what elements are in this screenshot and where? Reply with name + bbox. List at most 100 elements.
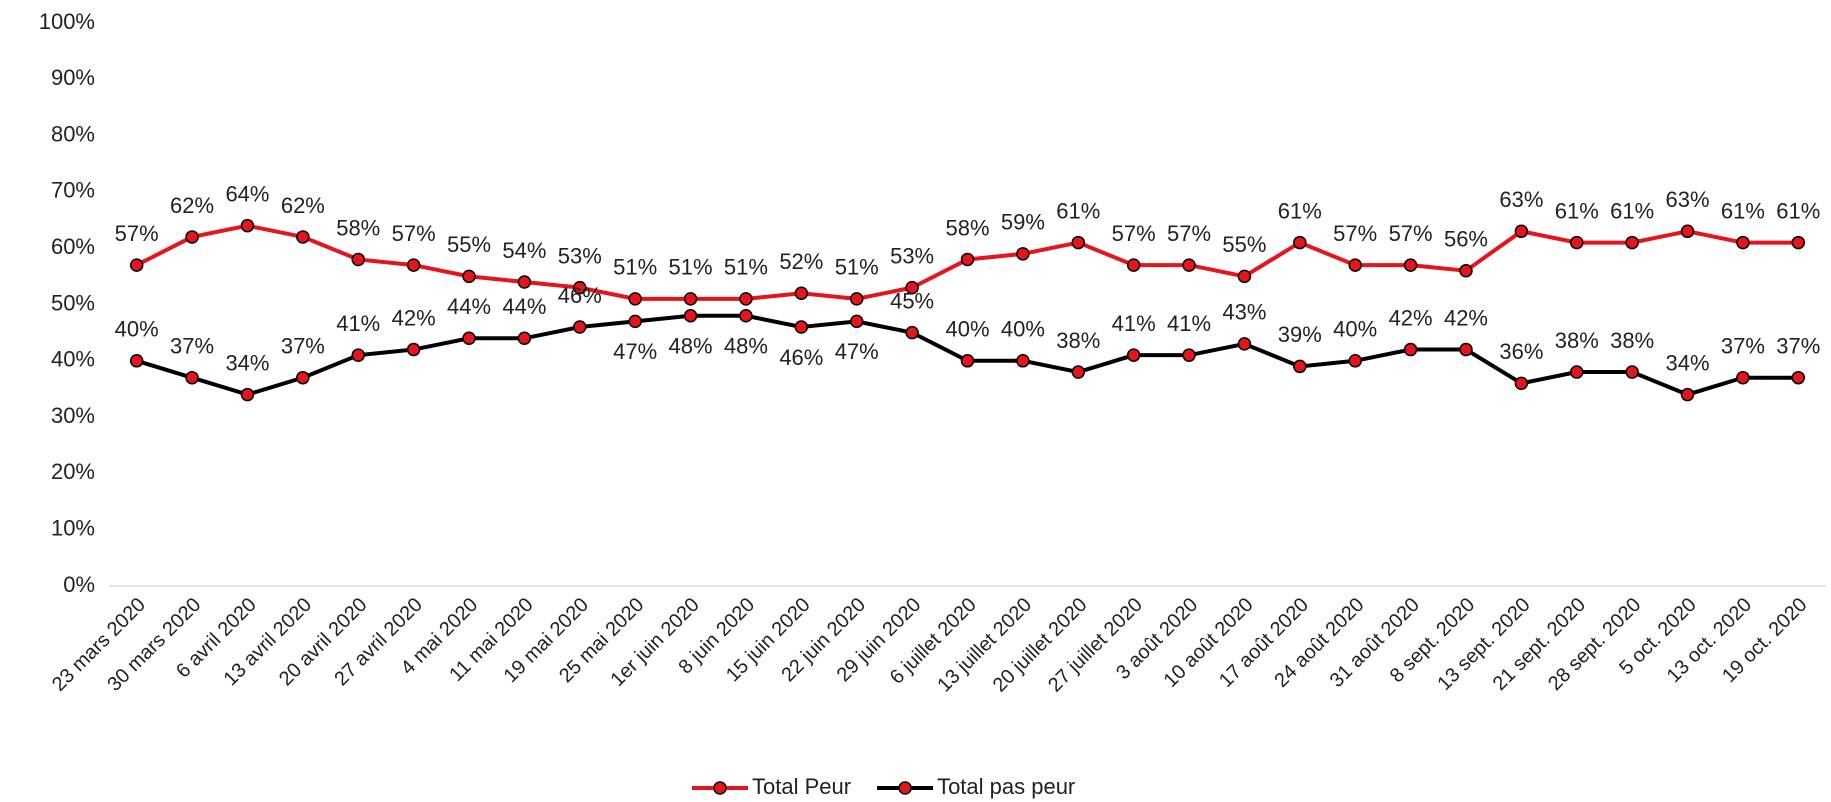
y-tick-label: 70% [51,178,95,203]
point [351,348,365,362]
y-tick-label: 80% [51,121,95,146]
point [517,275,532,289]
data-label: 56% [1444,227,1488,252]
point [1791,370,1806,385]
data-label: 41% [1167,311,1211,336]
point [1348,354,1362,368]
data-label: 59% [1001,210,1045,235]
point [849,314,864,329]
point [1126,348,1141,362]
point [739,309,753,323]
point [960,252,975,267]
point [185,230,199,244]
data-label: 37% [1721,334,1765,359]
point [1680,387,1695,402]
point [1348,258,1362,272]
data-label: 44% [502,294,546,319]
data-label: 57% [115,221,159,246]
y-tick-label: 90% [51,65,95,90]
legend-label: Total Peur [752,774,851,799]
point [1237,269,1252,284]
point [1736,235,1750,250]
point [240,387,255,402]
y-tick-label: 60% [51,234,95,259]
data-label: 57% [1112,221,1156,246]
y-tick-label: 20% [51,459,95,484]
point [517,331,532,346]
data-label: 34% [225,350,269,375]
data-label: 57% [1333,221,1377,246]
point [628,314,642,329]
point [406,342,421,357]
point [1403,258,1418,272]
point [1736,370,1750,385]
point [849,292,864,306]
point [573,320,587,334]
data-label: 45% [890,288,934,313]
data-label: 38% [1056,328,1100,353]
point [683,309,698,323]
point [794,286,809,300]
point [462,269,476,284]
data-label: 48% [724,334,768,359]
data-label: 61% [1278,198,1322,223]
data-label: 41% [1112,311,1156,336]
point [960,354,975,368]
point [573,280,587,295]
data-label: 40% [1333,317,1377,342]
data-label: 52% [779,249,823,274]
data-label: 61% [1056,198,1100,223]
point [1182,258,1196,272]
point [185,370,199,385]
point [1625,365,1639,379]
data-label: 51% [835,255,879,280]
data-label: 61% [1610,198,1654,223]
data-label: 46% [558,283,602,308]
point [1514,224,1529,239]
data-label: 46% [779,345,823,370]
data-label: 53% [890,243,934,268]
data-label: 40% [945,317,989,342]
data-label: 38% [1610,328,1654,353]
data-label: 57% [1389,221,1433,246]
data-label: 42% [392,305,436,330]
legend-item: Total Peur [692,774,851,799]
point [1680,224,1695,239]
data-label: 41% [336,311,380,336]
legend-item: Total pas peur [877,774,1075,799]
point [1403,342,1418,357]
data-label: 40% [115,317,159,342]
point [129,354,144,368]
data-label: 43% [1222,300,1266,325]
point [905,280,919,295]
data-label: 48% [669,334,713,359]
point [129,258,144,272]
data-label: 51% [669,255,713,280]
data-label: 36% [1499,339,1543,364]
point [1514,376,1529,391]
point [240,218,255,233]
point [351,252,365,267]
point [1071,235,1086,250]
legend-marker [713,781,727,795]
data-label: 37% [1776,334,1820,359]
data-label: 37% [170,334,214,359]
data-label: 58% [945,215,989,240]
data-label: 61% [1721,198,1765,223]
y-tick-label: 0% [63,572,95,597]
data-label: 40% [1001,317,1045,342]
point [1126,258,1141,272]
data-label: 62% [170,193,214,218]
point [905,325,919,340]
point [628,292,642,306]
point [1625,235,1639,250]
data-label: 62% [281,193,325,218]
data-label: 57% [392,221,436,246]
data-label: 61% [1555,198,1599,223]
data-label: 51% [613,255,657,280]
data-label: 61% [1776,198,1820,223]
point [1237,337,1252,351]
data-label: 63% [1666,187,1710,212]
y-tick-label: 50% [51,290,95,315]
data-label: 63% [1499,187,1543,212]
